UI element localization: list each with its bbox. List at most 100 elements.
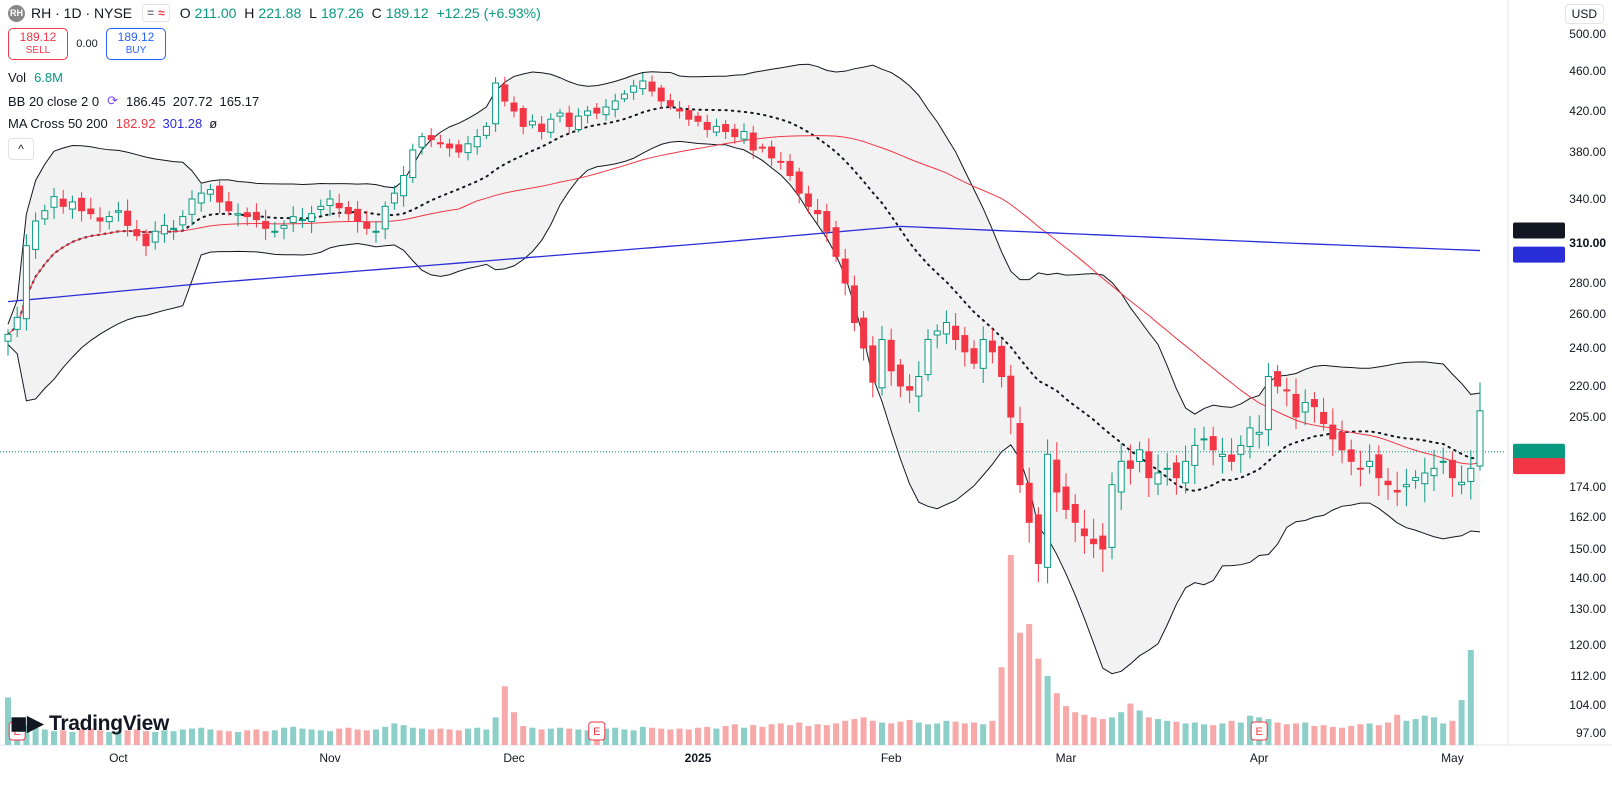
x-tick-label: Mar — [1056, 751, 1077, 765]
volume-bar — [1201, 724, 1207, 745]
volume-bar — [1265, 719, 1272, 745]
candle-body — [832, 227, 840, 257]
candle-body — [869, 345, 877, 383]
candle-body — [1090, 538, 1098, 545]
volume-bar — [1403, 720, 1410, 745]
candle-body — [1218, 453, 1226, 457]
volume-bar — [363, 730, 370, 745]
volume-bar — [713, 728, 720, 745]
bb-legend[interactable]: BB 20 close 2 0 ⟳ 186.45 207.72 165.17 — [8, 93, 266, 109]
candle-body — [648, 81, 656, 92]
candle-body — [620, 93, 628, 100]
candle-body — [1016, 423, 1024, 486]
volume-bar — [1182, 723, 1189, 745]
candle-body — [151, 230, 159, 243]
candle-body — [887, 339, 895, 372]
ohlc-values: O 211.00 H 221.88 L 187.26 C 189.12 +12.25 (… — [180, 5, 545, 21]
volume-bar — [823, 725, 830, 745]
volume-bar — [345, 727, 352, 745]
brand-logo[interactable]: ◼▶ TradingView — [10, 711, 169, 736]
collapse-legend-button[interactable]: ^ — [8, 138, 34, 160]
candle-body — [1053, 459, 1061, 493]
volume-bar — [115, 731, 122, 745]
candle-body — [1320, 411, 1328, 425]
ma200-line — [7, 225, 1481, 303]
candle-body — [335, 202, 343, 209]
candle-body — [841, 258, 849, 284]
open-value: 211.00 — [194, 5, 237, 21]
candle-body — [1145, 451, 1153, 479]
close-value: 189.12 — [385, 5, 429, 21]
candle-body — [1255, 431, 1263, 435]
candle-body — [317, 205, 325, 210]
candle-body — [694, 115, 702, 122]
candle-body — [547, 118, 555, 133]
y-tick-label: 280.00 — [1569, 276, 1606, 290]
symbol-title[interactable]: RH · 1D · NYSE — [31, 5, 133, 21]
volume-bar — [741, 727, 747, 745]
volume-bar — [1228, 720, 1235, 745]
candle-body — [676, 108, 684, 112]
volume-bar — [1090, 717, 1097, 745]
volume-bar — [1109, 717, 1115, 745]
price-tag — [1513, 222, 1565, 239]
buy-button[interactable]: 189.12 BUY — [106, 28, 166, 60]
candle-body — [1172, 462, 1180, 479]
candle-body — [354, 208, 362, 222]
volume-bar — [621, 729, 628, 745]
ma200-value: 301.28 — [162, 116, 203, 131]
volume-bar — [78, 729, 85, 745]
volume-bar — [41, 729, 48, 745]
candle-body — [252, 211, 260, 221]
candle-body — [124, 210, 132, 226]
buy-label: BUY — [125, 45, 147, 56]
ma-legend[interactable]: MA Cross 50 200 182.92 301.28 ø — [8, 116, 224, 131]
candle-body — [722, 124, 730, 133]
candle-body — [390, 192, 398, 204]
candle-body — [584, 110, 592, 116]
candle-body — [105, 216, 113, 223]
bb-settings-icon[interactable]: ⟳ — [107, 93, 118, 108]
volume-bar — [971, 722, 977, 745]
bb-label: BB 20 close 2 0 — [8, 93, 100, 109]
candle-body — [234, 213, 242, 216]
volume-bar — [1164, 720, 1171, 745]
volume-bar — [1063, 706, 1069, 745]
volume-bar — [511, 712, 517, 745]
market-status-badge[interactable]: = ≈ — [142, 4, 170, 22]
candle-body — [225, 201, 233, 212]
candle-body — [1338, 431, 1346, 451]
candle-body — [1301, 402, 1309, 413]
candle-body — [142, 233, 150, 247]
volume-bar — [860, 717, 867, 745]
volume-bar — [796, 722, 803, 745]
candle-body — [133, 229, 141, 237]
candle-body — [758, 146, 766, 149]
candle-body — [565, 112, 573, 127]
volume-bar — [1099, 719, 1106, 745]
x-tick-label: Nov — [319, 751, 340, 765]
candle-body — [68, 201, 76, 210]
volume-bar — [1339, 727, 1345, 745]
volume-bar — [879, 722, 885, 745]
volume-bar — [805, 726, 812, 745]
volume-bar — [391, 723, 398, 745]
y-tick-label: 420.00 — [1569, 104, 1606, 118]
volume-bar — [161, 730, 168, 745]
volume-bar — [483, 729, 490, 745]
candle-body — [271, 230, 279, 233]
y-tick-label: 150.00 — [1569, 542, 1606, 556]
volume-bar — [1081, 714, 1088, 745]
volume-legend[interactable]: Vol 6.8M — [8, 70, 70, 85]
candle-body — [41, 210, 49, 220]
candle-body — [519, 108, 527, 127]
candle-body — [1274, 371, 1282, 387]
volume-bar — [419, 728, 425, 745]
currency-selector[interactable]: USD — [1564, 4, 1604, 24]
price-tag-label: 310.00 — [1569, 236, 1606, 250]
candle-body — [96, 217, 104, 222]
volume-bar — [603, 728, 609, 745]
candle-body — [1384, 480, 1392, 486]
sell-button[interactable]: 189.12 SELL — [8, 28, 68, 60]
